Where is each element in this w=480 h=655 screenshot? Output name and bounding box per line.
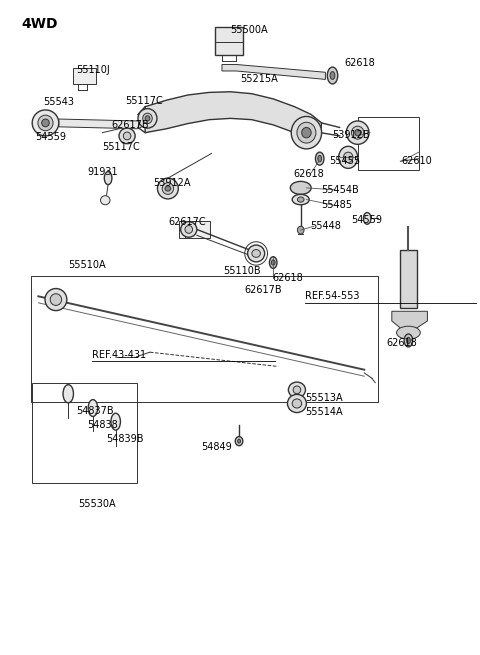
- Text: 55215A: 55215A: [240, 75, 278, 84]
- Bar: [216, 28, 243, 55]
- Polygon shape: [392, 311, 427, 329]
- Ellipse shape: [301, 128, 311, 138]
- Text: 62617C: 62617C: [168, 217, 205, 227]
- Text: 54837B: 54837B: [76, 405, 114, 416]
- Ellipse shape: [162, 183, 174, 195]
- Text: 55455: 55455: [329, 157, 360, 166]
- Text: 54849: 54849: [201, 442, 232, 452]
- Text: 55485: 55485: [322, 200, 353, 210]
- Text: 55110J: 55110J: [76, 65, 110, 75]
- Ellipse shape: [269, 257, 277, 269]
- Ellipse shape: [407, 337, 410, 344]
- Ellipse shape: [327, 67, 338, 84]
- Ellipse shape: [291, 117, 322, 149]
- Text: 55514A: 55514A: [305, 407, 343, 417]
- Text: 62617B: 62617B: [111, 120, 149, 130]
- Text: 55117C: 55117C: [102, 142, 140, 152]
- Ellipse shape: [63, 384, 73, 403]
- Text: 55513A: 55513A: [305, 392, 343, 403]
- Ellipse shape: [238, 440, 240, 443]
- Ellipse shape: [293, 386, 301, 394]
- Ellipse shape: [138, 109, 157, 128]
- Ellipse shape: [346, 121, 369, 144]
- Text: 55543: 55543: [43, 97, 74, 107]
- Text: 62610: 62610: [401, 157, 432, 166]
- Ellipse shape: [292, 195, 309, 205]
- Text: 54839B: 54839B: [106, 434, 144, 444]
- Ellipse shape: [38, 115, 53, 131]
- Ellipse shape: [298, 197, 304, 202]
- Text: 4WD: 4WD: [22, 17, 58, 31]
- Ellipse shape: [50, 293, 61, 305]
- Ellipse shape: [111, 413, 120, 430]
- Text: REF.54-553: REF.54-553: [305, 291, 360, 301]
- Ellipse shape: [185, 225, 192, 233]
- Ellipse shape: [42, 119, 49, 127]
- Ellipse shape: [355, 130, 360, 136]
- Ellipse shape: [330, 71, 335, 79]
- Text: 55454B: 55454B: [322, 185, 360, 195]
- Text: 62618: 62618: [386, 338, 417, 348]
- Bar: [31, 276, 378, 402]
- Text: 54559: 54559: [35, 132, 66, 142]
- Ellipse shape: [343, 152, 353, 162]
- Ellipse shape: [235, 437, 243, 445]
- Text: 54559: 54559: [351, 215, 383, 225]
- Bar: [32, 383, 137, 483]
- Ellipse shape: [318, 155, 322, 162]
- Polygon shape: [222, 64, 325, 79]
- Text: 62618: 62618: [344, 58, 375, 67]
- Polygon shape: [145, 92, 322, 138]
- Text: 62617B: 62617B: [245, 285, 282, 295]
- Ellipse shape: [290, 181, 311, 195]
- Ellipse shape: [288, 394, 306, 413]
- Text: 91931: 91931: [87, 166, 118, 177]
- Ellipse shape: [88, 400, 97, 417]
- Bar: [358, 117, 420, 170]
- Text: 53912A: 53912A: [154, 178, 191, 189]
- Text: 53912B: 53912B: [333, 130, 370, 140]
- Ellipse shape: [252, 250, 261, 257]
- Bar: [179, 221, 210, 238]
- Ellipse shape: [119, 128, 135, 143]
- Ellipse shape: [339, 146, 358, 168]
- Ellipse shape: [165, 186, 171, 191]
- Text: REF.43-431: REF.43-431: [92, 350, 146, 360]
- Ellipse shape: [157, 178, 179, 199]
- Ellipse shape: [363, 213, 371, 224]
- Ellipse shape: [288, 382, 305, 398]
- Text: 54838: 54838: [87, 420, 118, 430]
- Ellipse shape: [32, 110, 59, 136]
- Ellipse shape: [315, 152, 324, 165]
- Ellipse shape: [180, 221, 197, 237]
- Ellipse shape: [351, 126, 364, 139]
- Text: 55110B: 55110B: [223, 266, 261, 276]
- Ellipse shape: [100, 196, 110, 205]
- Text: 55500A: 55500A: [230, 25, 268, 35]
- Ellipse shape: [396, 326, 420, 339]
- Text: 55448: 55448: [310, 221, 341, 231]
- Ellipse shape: [104, 172, 112, 185]
- Text: 62618: 62618: [272, 273, 303, 283]
- Ellipse shape: [292, 399, 301, 408]
- Ellipse shape: [297, 122, 316, 143]
- Text: 55530A: 55530A: [78, 499, 115, 509]
- Ellipse shape: [45, 289, 67, 310]
- Ellipse shape: [143, 113, 152, 124]
- Text: 55117C: 55117C: [125, 96, 163, 107]
- Bar: [73, 67, 96, 84]
- Text: 62618: 62618: [293, 169, 324, 179]
- Ellipse shape: [248, 245, 264, 262]
- Ellipse shape: [404, 334, 413, 347]
- Ellipse shape: [123, 132, 131, 140]
- Bar: [400, 250, 417, 308]
- Text: 55510A: 55510A: [68, 260, 106, 270]
- Ellipse shape: [145, 116, 150, 121]
- Ellipse shape: [298, 226, 304, 234]
- Ellipse shape: [271, 260, 275, 265]
- Polygon shape: [59, 115, 149, 129]
